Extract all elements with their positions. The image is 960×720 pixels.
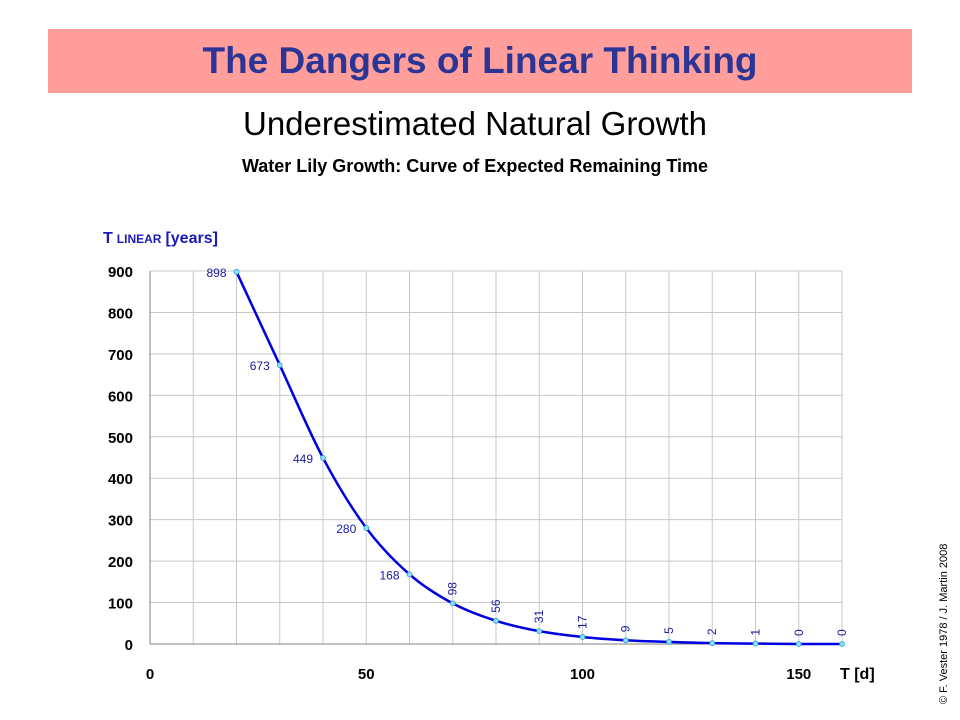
chart-caption: Water Lily Growth: Curve of Expected Rem… <box>241 156 709 176</box>
y-axis-label-unit: [years] <box>165 230 217 247</box>
data-label: 9 <box>619 625 633 632</box>
data-label: 1 <box>749 629 763 636</box>
data-point <box>363 525 370 531</box>
series-line <box>235 271 843 646</box>
data-label: 98 <box>446 582 460 596</box>
x-tick-label: 0 <box>146 666 154 683</box>
x-axis-label: T [d] <box>840 666 875 683</box>
data-label: 673 <box>250 359 270 373</box>
y-tick-label: 100 <box>108 596 133 613</box>
y-tick-label: 800 <box>108 305 133 322</box>
x-tick-label: 150 <box>786 666 811 683</box>
y-tick-label: 900 <box>108 264 133 281</box>
data-point <box>493 617 499 624</box>
y-tick-label: 400 <box>108 471 133 488</box>
x-tick-label: 50 <box>358 666 375 683</box>
title-banner: The Dangers of Linear Thinking <box>48 29 912 93</box>
data-point <box>320 455 326 461</box>
data-label: 56 <box>489 599 503 613</box>
y-axis-label-main: T <box>103 230 113 247</box>
data-label: 0 <box>792 629 806 636</box>
y-axis-label-sub: LINEAR <box>117 232 162 246</box>
data-label: 31 <box>532 609 546 623</box>
y-tick-label: 700 <box>108 347 133 364</box>
y-tick-label: 500 <box>108 430 133 447</box>
data-point <box>233 268 240 275</box>
y-tick-label: 600 <box>108 388 133 405</box>
data-label: 898 <box>206 266 226 280</box>
x-tick-label: 100 <box>570 666 595 683</box>
data-point <box>795 641 802 647</box>
data-label: 17 <box>576 615 590 629</box>
data-point <box>666 639 672 645</box>
y-axis-label: T LINEAR [years] <box>103 230 218 247</box>
data-point <box>449 600 456 607</box>
y-tick-label: 200 <box>108 554 133 571</box>
data-point <box>839 641 845 647</box>
data-label: 2 <box>705 628 719 635</box>
data-point <box>579 634 586 640</box>
copyright-note: © F. Vester 1978 / J. Martin 2008 <box>938 543 950 704</box>
data-label: 0 <box>835 629 849 636</box>
data-point <box>536 628 543 635</box>
data-point <box>622 637 629 644</box>
data-label: 5 <box>662 627 676 634</box>
y-tick-label: 300 <box>108 513 133 530</box>
y-tick-label: 0 <box>125 637 133 654</box>
page-title: The Dangers of Linear Thinking <box>202 40 758 81</box>
data-label: 449 <box>293 452 313 466</box>
data-point <box>709 640 716 647</box>
page-subtitle: Underestimated Natural Growth <box>242 105 708 142</box>
data-point <box>276 362 283 368</box>
data-label: 168 <box>379 568 399 582</box>
data-label: 280 <box>336 522 356 536</box>
data-point <box>752 640 759 647</box>
data-point <box>406 571 413 578</box>
